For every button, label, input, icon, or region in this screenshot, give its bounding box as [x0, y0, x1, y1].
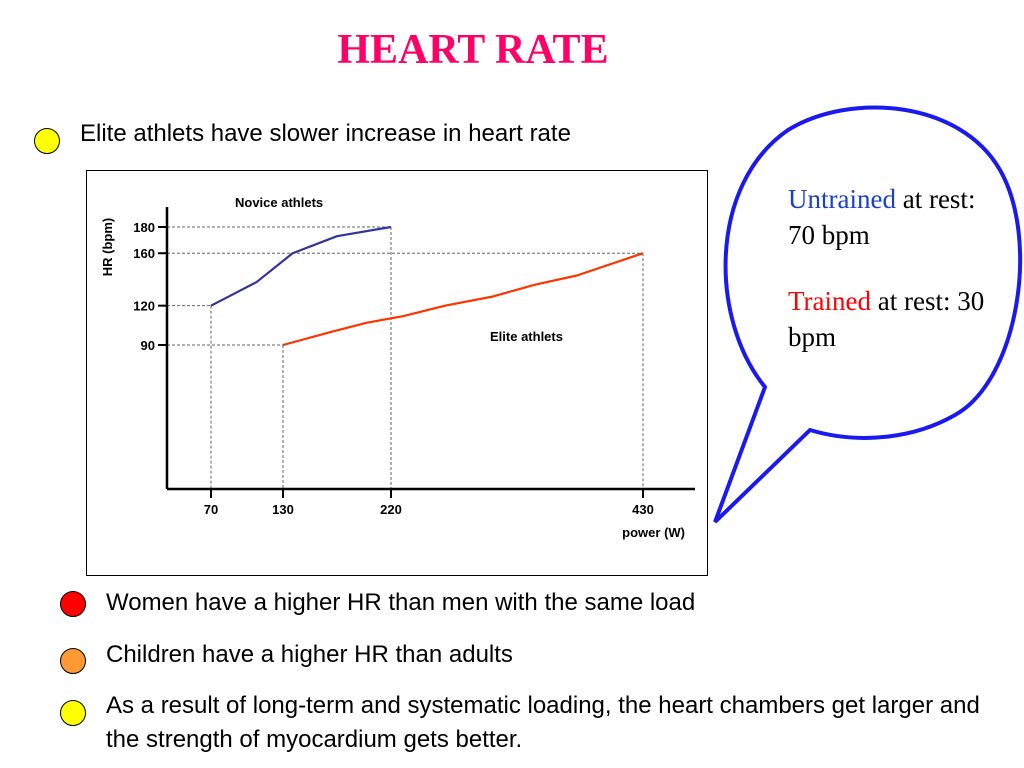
red-bullet-icon: [60, 591, 86, 617]
y-tick-label: 120: [133, 299, 155, 314]
series-label-elite: Elite athlets: [490, 329, 563, 344]
bullet-text-chambers: As a result of long-term and systematic …: [106, 692, 980, 753]
orange-bullet-icon: [60, 648, 86, 674]
callout-trained: Trained at rest: 30 bpm: [788, 283, 988, 355]
speech-bubble-outline: [713, 105, 1023, 524]
x-tick-label: 70: [204, 502, 218, 517]
x-tick-label: 220: [380, 502, 402, 517]
heart-rate-chart: 90 120 160 180 70 130 220 430 HR (bpm) power (W) N…: [100, 195, 695, 540]
series-line-novice: [210, 225, 392, 307]
y-tick-label: 160: [133, 246, 155, 261]
series-line-elite: [282, 252, 644, 347]
callout-trained-rest: at rest: 30 bpm: [788, 286, 985, 352]
y-tick-label: 90: [141, 338, 155, 353]
bullet-text-children: Children have a higher HR than adults: [106, 641, 513, 668]
bullet-text-elite: Elite athlets have slower increase in he…: [80, 120, 571, 147]
y-axis-label: HR (bpm): [100, 218, 115, 277]
x-tick-label: 130: [272, 502, 294, 517]
yellow-bullet-icon: [60, 700, 86, 726]
callout-untrained: Untrained at rest: 70 bpm: [788, 181, 988, 253]
y-tick-label: 180: [133, 220, 155, 235]
bullet-text-women: Women have a higher HR than men with the…: [106, 589, 696, 616]
callout-trained-word: Trained: [788, 286, 872, 316]
x-tick-label: 430: [632, 502, 654, 517]
slide-title: HEART RATE: [337, 27, 609, 73]
callout-untrained-word: Untrained: [788, 184, 896, 214]
speech-bubble: [713, 105, 1023, 524]
yellow-bullet-icon: [34, 128, 60, 154]
callout-untrained-rest: at rest: 70 bpm: [788, 184, 976, 250]
chart-frame: 90 120 160 180 70 130 220 430 HR (bpm) power (W) N…: [86, 170, 708, 576]
x-axis-label: power (W): [622, 525, 685, 540]
series-label-novice: Novice athlets: [235, 195, 323, 210]
